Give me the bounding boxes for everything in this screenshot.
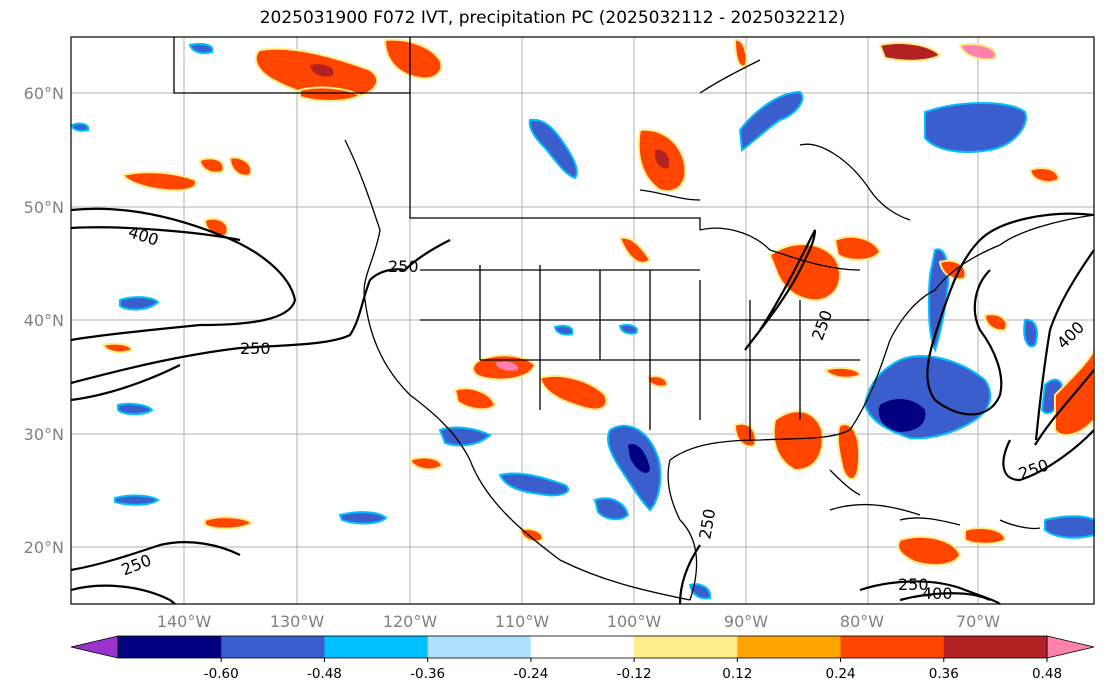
colorbar: -0.60 -0.48 -0.36 -0.24 -0.12 0.12 0.24 0.36 0.4… [70,635,1095,682]
lon-label: 100°W [607,612,662,631]
longitude-labels: 140°W 130°W 120°W 110°W 100°W 90°W 80°W … [157,612,1000,631]
colorbar-segment [943,636,1048,658]
lat-label: 40°N [24,311,64,330]
lon-label: 140°W [157,612,212,631]
colorbar-outline [117,635,1048,659]
colorbar-segment [840,636,945,658]
lat-label: 30°N [24,425,64,444]
contour-label: 250 [388,257,419,276]
colorbar-tick-label: 0.12 [722,666,752,682]
colorbar-extend-low [70,635,119,659]
colorbar-tick-label: -0.60 [204,666,239,682]
colorbar-segment [737,636,842,658]
colorbar-segment [118,636,222,658]
lat-label: 60°N [24,84,64,103]
negative-anomaly-regions [70,42,1095,600]
contour-label: 400 [922,584,953,603]
map-title: 2025031900 F072 IVT, precipitation PC (2… [259,8,846,28]
colorbar-segment [634,636,738,658]
colorbar-tick-label: 0.48 [1032,666,1062,682]
coastlines-and-borders [173,37,1095,601]
lat-label: 20°N [24,538,64,557]
colorbar-extend-high [1046,635,1095,659]
colorbar-segment [324,636,429,658]
lon-label: 80°W [840,612,884,631]
colorbar-tick-label: 0.36 [929,666,959,682]
ivt-contours [70,207,1095,605]
contour-label: 250 [898,575,929,594]
lon-label: 130°W [270,612,325,631]
lon-label: 90°W [724,612,768,631]
positive-anomaly-regions [101,38,1095,567]
map-frame [70,36,1095,605]
colorbar-segment [221,636,325,658]
ivt-contour-labels: 400 250 250 250 400 250 250 250 250 400 [119,222,1088,603]
colorbar-segment [427,636,532,658]
colorbar-tick-label: -0.48 [307,666,342,682]
lon-label: 110°W [495,612,550,631]
colorbar-tick-label: -0.36 [410,666,445,682]
latitude-labels: 60°N 50°N 40°N 30°N 20°N [24,84,64,557]
colorbar-tick-label: -0.24 [513,666,548,682]
contour-label: 250 [240,339,271,358]
lat-label: 50°N [24,198,64,217]
lon-label: 120°W [383,612,438,631]
lon-label: 70°W [956,612,1000,631]
colorbar-tick-label: 0.24 [826,666,856,682]
colorbar-tick-label: -0.12 [617,666,652,682]
colorbar-segment [530,636,635,658]
